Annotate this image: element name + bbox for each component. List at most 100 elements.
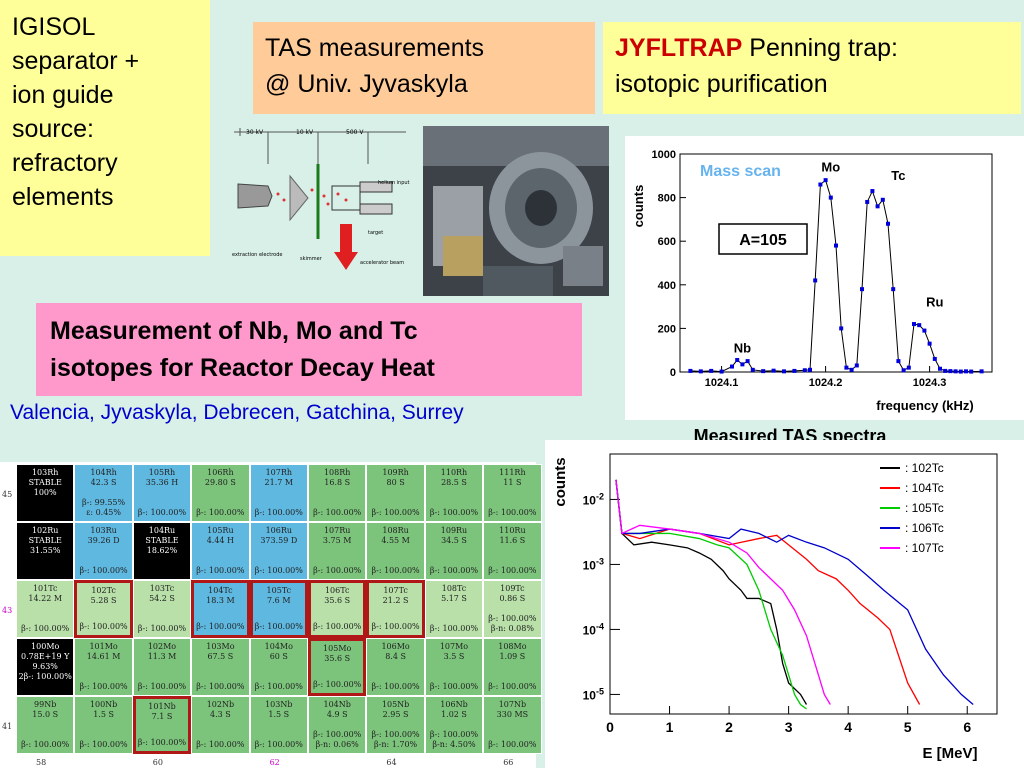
- nuclide-name: 102Tc: [91, 586, 116, 595]
- nuclide-cell-100mo: 100Mo 0.78E+19 Y 9.63% 2β-: 100.00%: [16, 638, 75, 696]
- nuclide-cell-106nb: 106Nb 1.02 S β-: 100.00% β-n: 4.50%: [424, 696, 484, 754]
- data-point: [844, 365, 849, 370]
- series-line-107tc: [615, 479, 831, 705]
- nuclide-cell-109rh: 109Rh 80 S β-: 100.00%: [366, 464, 425, 522]
- data-point: [750, 367, 755, 372]
- nuclide-decay-mode: β-: 100.00%: [488, 740, 537, 749]
- nuclide-abundance: 18.62%: [146, 546, 178, 555]
- data-point: [932, 356, 937, 361]
- tas-measurements-textbox: TAS measurements @ Univ. Jyvaskyla: [253, 22, 595, 114]
- nuclide-cell-106mo: 106Mo 8.4 S β-: 100.00%: [366, 638, 425, 696]
- nuclide-name: 100Nb: [89, 700, 118, 709]
- nuclide-halflife: 34.5 S: [441, 536, 467, 545]
- annotation-box: [718, 223, 808, 255]
- data-point: [927, 341, 932, 346]
- jyfltrap-line1: JYFLTRAP Penning trap:: [615, 30, 1009, 66]
- nuclide-decay-mode: β-: 100.00%: [79, 682, 128, 691]
- nuclide-halflife: STABLE: [145, 536, 179, 545]
- nuclide-abundance: 9.63%: [32, 662, 58, 671]
- nuclide-cell-108mo: 108Mo 1.09 S β-: 100.00%: [483, 638, 542, 696]
- nuclide-cell-111rh: 111Rh 11 S β-: 100.00%: [483, 464, 542, 522]
- nuclide-halflife: 5.28 S: [90, 596, 117, 605]
- nuclide-decay-mode: β-: 100.00% β-n: 0.08%: [488, 614, 537, 633]
- nuclide-name: 111Rh: [499, 468, 526, 477]
- nuclide-halflife: 4.55 M: [381, 536, 410, 545]
- nuclide-halflife: 11.3 M: [147, 652, 177, 661]
- nuclide-halflife: 7.6 M: [267, 596, 291, 605]
- nuclide-cell-105tc: 105Tc 7.6 M β-: 100.00%: [249, 580, 308, 638]
- voltage-label: 30 kV: [246, 129, 264, 136]
- x-tick-label: 6: [963, 719, 971, 735]
- nuclide-decay-mode: β-: 100.00%: [488, 566, 537, 575]
- data-point: [761, 369, 766, 374]
- nuclide-name: 102Mo: [147, 642, 177, 651]
- nuclide-decay-mode: β-: 100.00%: [137, 682, 187, 691]
- x-axis-label: frequency (kHz): [876, 398, 974, 413]
- series-line-104tc: [615, 479, 921, 705]
- row-label: 41: [2, 722, 13, 731]
- nuclide-cell-107nb: 107Nb 330 MS β-: 100.00%: [483, 696, 542, 754]
- data-point: [917, 323, 922, 328]
- nuclide-decay-mode: β-: 100.00%: [313, 680, 362, 689]
- nuclide-decay-mode: β-: 100.00%: [488, 508, 537, 517]
- nuclide-cell-105nb: 105Nb 2.95 S β-: 100.00% β-n: 1.70%: [366, 696, 425, 754]
- nuclide-name: 99Nb: [34, 700, 57, 709]
- data-point: [886, 221, 890, 226]
- nuclide-name: 105Ru: [207, 526, 234, 535]
- nuclide-name: 110Rh: [440, 468, 468, 477]
- y-tick-label: 10-4: [583, 621, 604, 637]
- data-point: [880, 197, 885, 202]
- data-point: [730, 364, 734, 369]
- nuclide-halflife: 0.86 S: [499, 594, 526, 603]
- data-point: [938, 366, 942, 371]
- data-point: [875, 204, 880, 209]
- nuclide-halflife: 21.2 S: [382, 596, 409, 605]
- nuclide-cell-106rh: 106Rh 29.80 S β-: 100.00%: [191, 464, 250, 522]
- data-point: [964, 369, 968, 374]
- nuclide-decay-mode: β-: 100.00%: [429, 682, 479, 691]
- voltage-label: 10 kV: [296, 129, 314, 136]
- nuclide-cell-102nb: 102Nb 4.3 S β-: 100.00%: [191, 696, 250, 754]
- data-point: [958, 369, 963, 374]
- schematic-label: extraction electrode: [232, 252, 282, 258]
- nuclide-decay-mode: β-: 100.00%: [254, 740, 303, 749]
- nuclide-halflife: 39.26 D: [87, 536, 120, 545]
- nuclide-decay-mode: β-: 100.00%: [137, 738, 187, 747]
- nuclide-name: 101Nb: [148, 702, 176, 711]
- row-label: 45: [2, 490, 13, 499]
- nuclide-decay-mode: β-: 100.00%: [196, 566, 245, 575]
- y-tick-label: 10-2: [583, 491, 604, 507]
- data-point: [953, 369, 958, 374]
- igisol-textbox: IGISOL separator + ion guide source: ref…: [0, 0, 210, 256]
- nuclide-decay-mode: β-: 100.00%: [79, 740, 128, 749]
- column-label: 62: [269, 758, 280, 767]
- data-point: [740, 362, 745, 367]
- nuclide-name: 109Rh: [382, 468, 409, 477]
- nuclide-decay-mode: β-: 100.00%: [79, 566, 128, 575]
- nuclide-name: 100Mo: [31, 642, 60, 651]
- nuclide-decay-mode: β-: 100.00%: [371, 682, 420, 691]
- nuclide-decay-mode: β-: 100.00%: [196, 622, 245, 631]
- nuclide-halflife: 15.0 S: [32, 710, 59, 719]
- y-axis-label: counts: [631, 185, 646, 228]
- nuclide-halflife: 35.6 S: [324, 654, 351, 663]
- nuclide-cell-108tc: 108Tc 5.17 S β-: 100.00%: [424, 580, 484, 638]
- nuclide-decay-mode: β-: 100.00%: [254, 566, 303, 575]
- column-label: 64: [386, 758, 397, 767]
- data-point: [792, 368, 797, 373]
- nuclide-name: 106Rh: [207, 468, 234, 477]
- nuclide-halflife: 1.09 S: [499, 652, 526, 661]
- y-tick-label: 10-5: [583, 686, 604, 702]
- nuclide-halflife: 14.22 M: [28, 594, 63, 603]
- data-point: [771, 368, 776, 373]
- nuclide-name: 101Mo: [89, 642, 118, 651]
- nuclide-cell-107ru: 107Ru 3.75 M β-: 100.00%: [308, 522, 367, 580]
- nuclide-halflife: 29.80 S: [204, 478, 236, 487]
- annotation-text: A=105: [739, 232, 787, 249]
- nuclide-name: 107Nb: [498, 700, 527, 709]
- data-point: [906, 365, 911, 370]
- nuclide-halflife: 11 S: [503, 478, 522, 487]
- nuclide-name: 108Rh: [323, 468, 351, 477]
- voltage-label: 500 V: [346, 129, 364, 136]
